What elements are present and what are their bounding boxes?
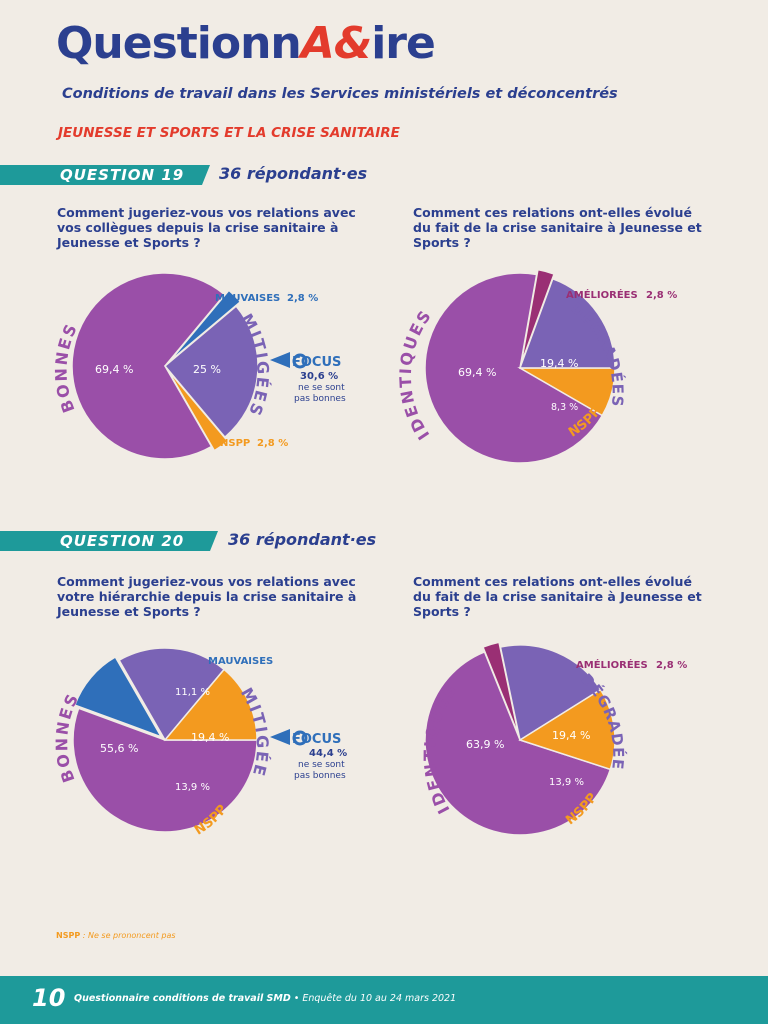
q19-respondents: 36 répondant·es — [219, 164, 368, 183]
footer-dates: • Enquête du 10 au 24 mars 2021 — [290, 993, 457, 1004]
footer-bar: 10 Questionnaire conditions de travail S… — [0, 976, 768, 1024]
value-nspp-q19: 2,8 % — [257, 438, 288, 449]
focus-title-q19: FOCUS — [292, 355, 341, 370]
question-20-bar: QUESTION 20 — [0, 531, 218, 551]
value-mitigees-q20: 19,4 % — [191, 731, 229, 744]
value-bonnes-q19: 69,4 % — [95, 363, 133, 376]
focus-line1-q19: ne se sont — [298, 383, 345, 393]
value-nspp-q19-right: 8,3 % — [551, 402, 578, 413]
value-nspp-q20: 13,9 % — [175, 782, 210, 793]
q19-left-question: Comment jugeriez-vous vos relations avec… — [57, 205, 356, 250]
q20-right-question: Comment ces relations ont-elles évolué d… — [413, 574, 702, 619]
pie-q19-right — [424, 268, 616, 464]
pie-q20-right — [424, 641, 616, 836]
label-mauvaises-q19: MAUVAISES — [215, 293, 280, 304]
pie-q19-left — [71, 272, 259, 460]
value-mauvaises-q20: 11,1 % — [175, 687, 210, 698]
value-degradees-q20: 19,4 % — [552, 729, 590, 742]
label-ameliorees-q20: AMÉLIORÉES — [576, 658, 648, 671]
footnote-abbr: NSPP — [56, 931, 81, 940]
pie-slice-mitiges — [163, 305, 259, 439]
value-mitigees-q19: 25 % — [193, 363, 221, 376]
label-ameliorees-q19: AMÉLIORÉES — [566, 288, 638, 301]
value-bonnes-q20: 55,6 % — [100, 742, 138, 755]
pie-slice-dgrades — [518, 277, 616, 369]
pie-slice-identiques — [424, 650, 612, 836]
q19-right-question: Comment ces relations ont-elles évolué d… — [413, 205, 702, 250]
focus-title-q20: FOCUS — [292, 732, 341, 747]
value-nspp-q20-right: 13,9 % — [549, 777, 584, 788]
pie-slice-nspp — [163, 668, 258, 741]
footer-title: Questionnaire conditions de travail SMD — [74, 993, 291, 1004]
pie-slice-dgrades — [499, 644, 602, 742]
footer-text: Questionnaire conditions de travail SMD … — [74, 993, 456, 1004]
section-title: JEUNESSE ET SPORTS ET LA CRISE SANITAIRE — [58, 125, 400, 141]
q20-respondents: 36 répondant·es — [228, 530, 377, 549]
pie-slice-nspp — [518, 688, 616, 771]
pie-slice-identiques — [424, 272, 604, 464]
value-mauvaises-q19: 2,8 % — [287, 293, 318, 304]
footnote: NSPP : Ne se prononcent pas — [56, 931, 176, 940]
pie-slice-bonnes — [71, 272, 226, 460]
value-ameliorees-q19: 2,8 % — [646, 290, 677, 301]
pie-q20-left — [72, 647, 258, 833]
pie-slice-bonnes — [72, 707, 258, 833]
pie-slice-mauvaises — [168, 289, 242, 363]
page-subtitle: Conditions de travail dans les Services … — [62, 86, 618, 102]
pie-slice-amliores — [520, 268, 556, 364]
focus-line2-q20: pas bonnes — [294, 771, 346, 781]
label-mauvaises-q20: MAUVAISES — [208, 656, 273, 667]
q20-left-question: Comment jugeriez-vous vos relations avec… — [57, 574, 357, 619]
pie-slice-mauvaises — [73, 655, 163, 739]
focus-line2-q19: pas bonnes — [294, 394, 346, 404]
focus-line1-q20: ne se sont — [298, 760, 345, 770]
focus-value-q19: 30,6 % — [300, 371, 338, 382]
pie-slice-amliores — [482, 641, 520, 736]
value-ameliorees-q20: 2,8 % — [656, 660, 687, 671]
question-19-label: QUESTION 19 — [60, 166, 185, 184]
focus-badge-q19: FOCUS 30,6 % ne se sont pas bonnes — [270, 352, 346, 404]
pie-slice-nspp — [167, 369, 229, 452]
focus-value-q20: 44,4 % — [309, 748, 347, 759]
value-degradees-q19: 19,4 % — [540, 357, 578, 370]
value-identiques-q20: 63,9 % — [466, 738, 504, 751]
pie-slice-mitiges — [118, 647, 226, 742]
questionnaire-logo: QuestionnA&ire — [56, 18, 436, 69]
pie-slice-nspp — [517, 367, 616, 417]
question-19-bar: QUESTION 19 — [0, 165, 210, 185]
label-nspp-q19: NSPP — [220, 438, 250, 449]
footnote-text: : Ne se prononcent pas — [80, 931, 176, 940]
question-20-label: QUESTION 20 — [60, 532, 185, 550]
focus-badge-q20: FOCUS 44,4 % ne se sont pas bonnes — [270, 729, 347, 781]
value-identiques-q19: 69,4 % — [458, 366, 496, 379]
page-number: 10 — [32, 984, 66, 1012]
